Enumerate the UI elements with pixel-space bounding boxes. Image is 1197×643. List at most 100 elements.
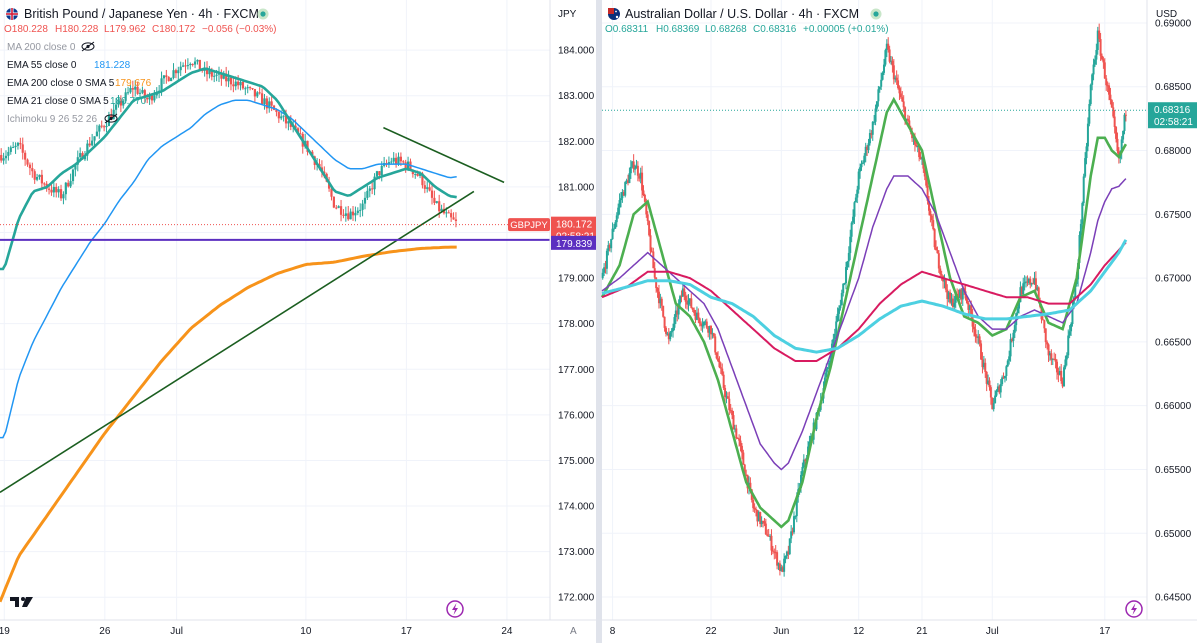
- auto-scale-button[interactable]: A: [570, 626, 577, 637]
- y-tick-label: 176.000: [558, 410, 595, 421]
- candle-body: [198, 59, 201, 70]
- candle-body: [628, 173, 631, 184]
- candle-body: [287, 121, 290, 124]
- candle-body: [146, 97, 149, 100]
- indicator-row-ichimoku[interactable]: Ichimoku 9 26 52 26: [7, 113, 118, 125]
- candle-body: [270, 101, 273, 106]
- candle-body: [674, 310, 677, 318]
- candle-body: [977, 336, 980, 338]
- candle-body: [833, 333, 836, 339]
- gbpjpy-currency-label[interactable]: JPY: [558, 9, 577, 20]
- candle-body: [792, 516, 795, 533]
- tradingview-logo[interactable]: [10, 597, 33, 607]
- indicator-label: MA 200 close 0: [7, 42, 76, 53]
- candle-body: [638, 175, 641, 179]
- candle-body: [653, 268, 656, 278]
- candle-body: [1002, 377, 1005, 379]
- candle-body: [894, 77, 897, 80]
- candle-body: [0, 155, 3, 161]
- candle-body: [840, 293, 843, 306]
- lightning-icon[interactable]: [1125, 600, 1143, 618]
- x-tick-label: 22: [705, 626, 717, 637]
- candle-body: [629, 166, 632, 174]
- candle-body: [241, 81, 245, 89]
- audusd-indicator-lines: [600, 96, 1147, 529]
- candle-body: [1098, 30, 1101, 40]
- indicator-label: EMA 55 close 0: [7, 60, 77, 71]
- eye-hidden-icon[interactable]: [81, 41, 95, 52]
- audusd-ohlc: O0.68311 H0.68369 L0.68268 C0.68316 +0.0…: [605, 24, 889, 35]
- candle-body: [783, 558, 786, 572]
- gbpjpy-change: −0.056 (−0.03%): [202, 24, 277, 35]
- y-tick-label: 0.68000: [1155, 146, 1192, 157]
- candle-body: [1050, 353, 1053, 360]
- audusd-low: L0.68268: [705, 24, 747, 35]
- gbpjpy-chart[interactable]: 184.000183.000182.000181.000180.000179.0…: [0, 0, 596, 643]
- candle-body: [1116, 138, 1119, 152]
- gbpjpy-price-axis[interactable]: [0, 0, 596, 643]
- candle-body: [625, 180, 628, 183]
- candle-body: [935, 247, 938, 251]
- candle-body: [148, 95, 151, 100]
- candle-body: [957, 295, 960, 298]
- indicator-row-ema55[interactable]: EMA 55 close 0 181.228: [7, 60, 131, 71]
- market-status-icon[interactable]: [870, 8, 882, 20]
- eye-hidden-icon[interactable]: [104, 113, 118, 124]
- candle-body: [1072, 297, 1075, 308]
- gbpjpy-symbol-title[interactable]: British Pound / Japanese Yen · 4h · FXCM: [24, 7, 259, 21]
- x-tick-label: 21: [916, 626, 928, 637]
- audusd-symbol-title[interactable]: Australian Dollar / U.S. Dollar · 4h · F…: [625, 7, 859, 21]
- candle-body: [1088, 104, 1091, 124]
- candle-body: [759, 511, 762, 525]
- candle-body: [265, 98, 268, 109]
- candle-body: [1033, 278, 1036, 284]
- y-tick-label: 177.000: [558, 365, 595, 376]
- candle-body: [923, 168, 926, 177]
- candle-body: [454, 219, 458, 221]
- candle-body: [294, 125, 297, 129]
- candle-body: [826, 367, 829, 369]
- candle-body: [707, 327, 710, 333]
- indicator-line-2: [601, 241, 1127, 362]
- candle-body: [332, 196, 335, 208]
- candle-body: [733, 428, 736, 430]
- candle-body: [93, 136, 96, 141]
- indicator-row-ema21[interactable]: EMA 21 close 0 SMA 5 180.770: [7, 96, 147, 107]
- gbpjpy-x-ticks: 19 26 Jul 10 17 24: [0, 626, 513, 637]
- candle-body: [778, 563, 781, 571]
- indicator-value: 179.676: [115, 78, 152, 89]
- candle-body: [1122, 130, 1125, 140]
- candle-body: [670, 331, 673, 333]
- ema200-line: [0, 245, 457, 603]
- candle-body: [693, 309, 696, 313]
- indicator-row-ma200[interactable]: MA 200 close 0: [7, 41, 95, 53]
- candle-body: [836, 313, 839, 322]
- candle-body: [766, 534, 769, 536]
- candle-body: [859, 167, 862, 172]
- market-status-icon[interactable]: [257, 8, 269, 20]
- candle-body: [91, 140, 94, 146]
- candle-body: [86, 143, 89, 156]
- lightning-icon[interactable]: [446, 600, 464, 618]
- candle-body: [980, 343, 983, 360]
- candle-body: [107, 115, 110, 126]
- candle-body: [141, 90, 144, 93]
- indicator-row-ema200[interactable]: EMA 200 close 0 SMA 5 179.676: [7, 78, 152, 89]
- candle-body: [881, 72, 884, 80]
- candle-body: [1070, 324, 1073, 332]
- candle-body: [994, 395, 997, 404]
- candle-body: [767, 535, 770, 537]
- audusd-chart[interactable]: 0.69000 0.68500 0.68000 0.67500 0.67000 0.665…: [600, 0, 1197, 643]
- audusd-currency-label[interactable]: USD: [1156, 9, 1177, 20]
- candle-body: [642, 190, 645, 195]
- pane-divider[interactable]: [596, 0, 602, 643]
- candle-body: [210, 70, 213, 77]
- candle-body: [1112, 107, 1115, 117]
- candle-body: [366, 190, 369, 198]
- candle-body: [280, 116, 283, 119]
- y-tick-label: 181.000: [558, 182, 595, 193]
- candle-body: [112, 109, 115, 120]
- x-tick-label: 26: [99, 626, 111, 637]
- candle-body: [701, 325, 704, 327]
- candle-body: [4, 155, 8, 159]
